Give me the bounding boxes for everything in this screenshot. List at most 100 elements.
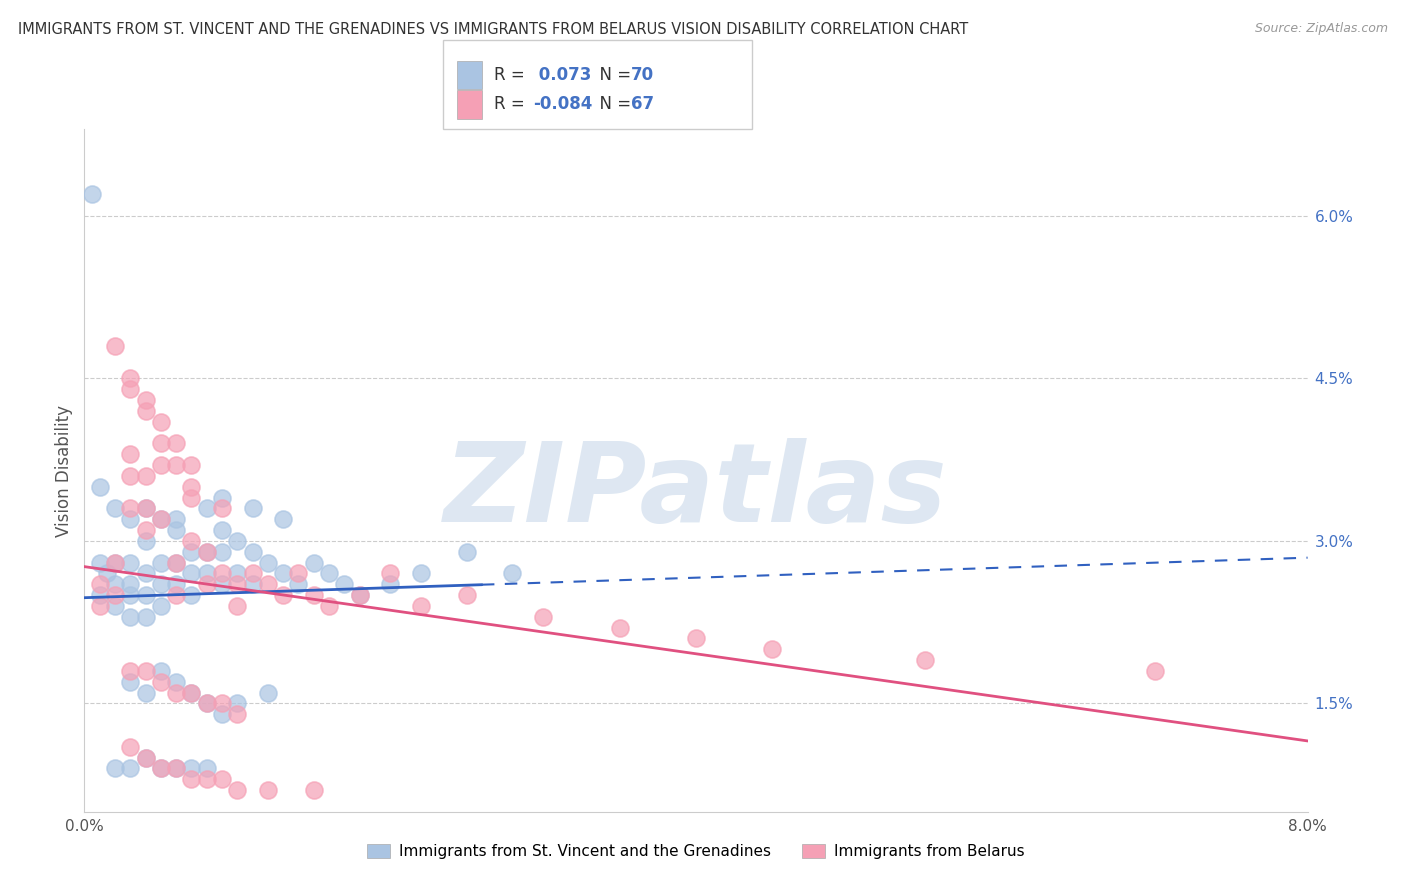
Point <box>135 393 157 408</box>
Point <box>149 577 172 591</box>
Point <box>180 685 202 699</box>
Point <box>135 664 157 678</box>
Point <box>96 566 118 581</box>
Legend: Immigrants from St. Vincent and the Grenadines, Immigrants from Belarus: Immigrants from St. Vincent and the Gren… <box>361 838 1031 865</box>
Point <box>104 577 127 591</box>
Point <box>211 523 233 537</box>
Point <box>120 577 142 591</box>
Y-axis label: Vision Disability: Vision Disability <box>55 405 73 536</box>
Point <box>287 577 309 591</box>
Point <box>120 609 142 624</box>
Point <box>165 512 187 526</box>
Text: 67: 67 <box>631 95 654 113</box>
Point <box>149 761 172 775</box>
Point <box>180 685 202 699</box>
Point <box>242 577 264 591</box>
Point <box>226 566 249 581</box>
Point <box>120 469 142 483</box>
Point <box>165 674 187 689</box>
Point <box>120 447 142 461</box>
Point <box>195 772 218 787</box>
Point <box>409 599 432 613</box>
Point <box>120 556 142 570</box>
Point <box>257 685 280 699</box>
Text: IMMIGRANTS FROM ST. VINCENT AND THE GRENADINES VS IMMIGRANTS FROM BELARUS VISION: IMMIGRANTS FROM ST. VINCENT AND THE GREN… <box>18 22 969 37</box>
Point <box>135 685 157 699</box>
Text: -0.084: -0.084 <box>533 95 592 113</box>
Point <box>195 545 218 559</box>
Point <box>195 577 218 591</box>
Point <box>257 556 280 570</box>
Point <box>287 566 309 581</box>
Point <box>456 545 478 559</box>
Point <box>165 685 187 699</box>
Point <box>180 545 202 559</box>
Point <box>180 533 202 548</box>
Point <box>104 599 127 613</box>
Point <box>165 556 187 570</box>
Point <box>89 577 111 591</box>
Point <box>226 707 249 722</box>
Point <box>104 501 127 516</box>
Text: R =: R = <box>494 95 530 113</box>
Point <box>302 556 325 570</box>
Point <box>195 697 218 711</box>
Point <box>318 566 340 581</box>
Point <box>180 458 202 472</box>
Point <box>685 632 707 646</box>
Point <box>242 501 264 516</box>
Point <box>135 609 157 624</box>
Point <box>180 480 202 494</box>
Text: 0.073: 0.073 <box>533 66 592 84</box>
Point <box>135 750 157 764</box>
Point <box>149 458 172 472</box>
Point <box>120 512 142 526</box>
Point <box>349 588 371 602</box>
Point <box>149 415 172 429</box>
Point <box>104 339 127 353</box>
Point <box>502 566 524 581</box>
Point <box>226 599 249 613</box>
Point <box>135 404 157 418</box>
Point <box>180 566 202 581</box>
Point <box>149 664 172 678</box>
Point <box>180 761 202 775</box>
Text: Source: ZipAtlas.com: Source: ZipAtlas.com <box>1254 22 1388 36</box>
Text: ZIPatlas: ZIPatlas <box>444 437 948 544</box>
Point <box>195 761 218 775</box>
Point <box>135 469 157 483</box>
Point <box>120 382 142 396</box>
Point <box>89 480 111 494</box>
Point <box>180 491 202 505</box>
Point <box>271 588 294 602</box>
Point <box>149 674 172 689</box>
Point <box>271 512 294 526</box>
Point <box>120 739 142 754</box>
Point <box>195 566 218 581</box>
Point <box>609 621 631 635</box>
Text: N =: N = <box>589 95 637 113</box>
Point <box>120 501 142 516</box>
Point <box>226 697 249 711</box>
Point <box>165 556 187 570</box>
Point <box>165 436 187 450</box>
Point <box>149 599 172 613</box>
Text: N =: N = <box>589 66 637 84</box>
Point <box>180 772 202 787</box>
Point <box>226 533 249 548</box>
Point <box>104 761 127 775</box>
Point <box>409 566 432 581</box>
Point <box>135 588 157 602</box>
Point <box>135 750 157 764</box>
Point <box>80 187 103 202</box>
Point <box>89 599 111 613</box>
Point <box>120 761 142 775</box>
Point <box>135 523 157 537</box>
Point <box>914 653 936 667</box>
Point <box>195 545 218 559</box>
Point <box>135 501 157 516</box>
Point <box>149 556 172 570</box>
Point <box>149 761 172 775</box>
Point <box>120 588 142 602</box>
Point <box>226 577 249 591</box>
